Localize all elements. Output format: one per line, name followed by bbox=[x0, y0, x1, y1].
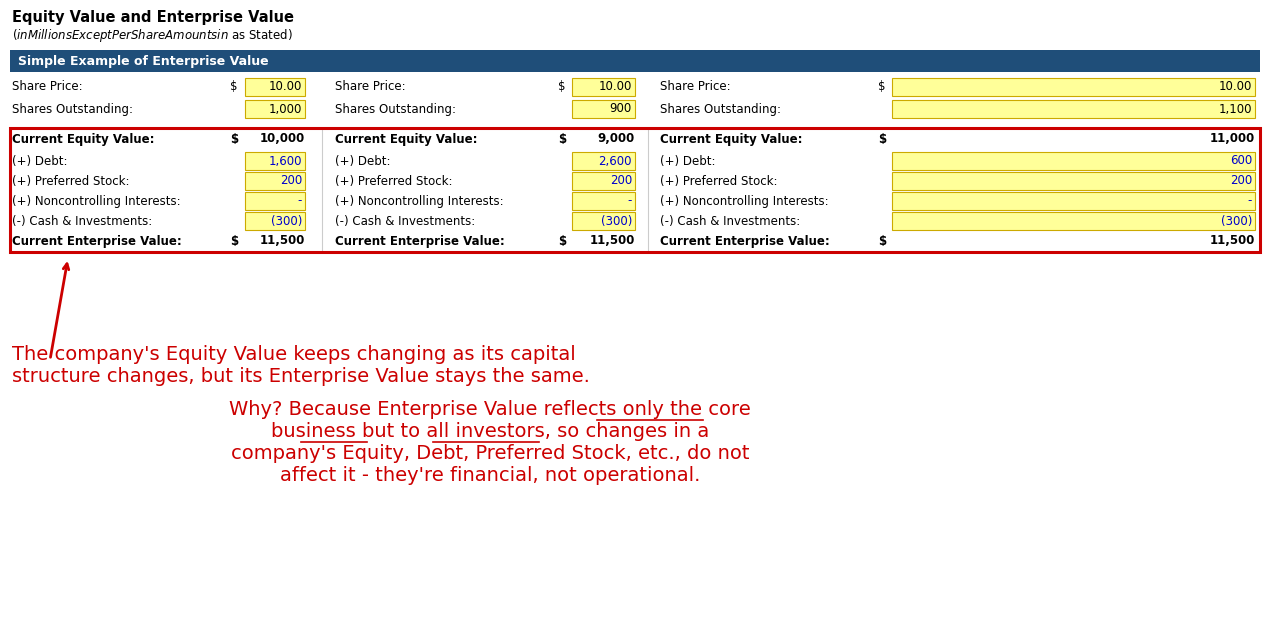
Text: 2,600: 2,600 bbox=[598, 155, 632, 168]
Bar bbox=[572, 78, 635, 96]
Text: 11,500: 11,500 bbox=[1209, 235, 1255, 247]
Text: (+) Preferred Stock:: (+) Preferred Stock: bbox=[11, 175, 130, 188]
Text: structure changes, but its Enterprise Value stays the same.: structure changes, but its Enterprise Va… bbox=[11, 367, 589, 386]
Text: Shares Outstanding:: Shares Outstanding: bbox=[335, 103, 456, 116]
Bar bbox=[892, 172, 1255, 190]
Bar bbox=[245, 78, 305, 96]
Text: -: - bbox=[297, 195, 302, 207]
Text: 10.00: 10.00 bbox=[269, 81, 302, 93]
Text: (+) Debt:: (+) Debt: bbox=[335, 155, 390, 168]
Text: (300): (300) bbox=[601, 215, 632, 227]
Bar bbox=[892, 100, 1255, 118]
Text: Current Equity Value:: Current Equity Value: bbox=[335, 133, 478, 145]
Text: The company's Equity Value keeps changing as its capital: The company's Equity Value keeps changin… bbox=[11, 345, 575, 364]
Text: (+) Debt:: (+) Debt: bbox=[11, 155, 67, 168]
Text: 11,500: 11,500 bbox=[589, 235, 635, 247]
Text: Current Enterprise Value:: Current Enterprise Value: bbox=[335, 235, 504, 247]
Text: (-) Cash & Investments:: (-) Cash & Investments: bbox=[660, 215, 800, 227]
Bar bbox=[10, 128, 1260, 252]
Bar bbox=[892, 212, 1255, 230]
Text: -: - bbox=[627, 195, 632, 207]
Bar bbox=[892, 78, 1255, 96]
Text: 1,600: 1,600 bbox=[268, 155, 302, 168]
Bar bbox=[572, 152, 635, 170]
Bar bbox=[245, 212, 305, 230]
Text: Simple Example of Enterprise Value: Simple Example of Enterprise Value bbox=[18, 54, 269, 68]
Text: (300): (300) bbox=[271, 215, 302, 227]
Text: $: $ bbox=[230, 235, 239, 247]
Text: ($ in Millions Except Per Share Amounts in $ as Stated): ($ in Millions Except Per Share Amounts … bbox=[11, 27, 292, 44]
Text: 600: 600 bbox=[1229, 155, 1252, 168]
Bar bbox=[892, 192, 1255, 210]
Text: $: $ bbox=[230, 133, 239, 145]
Bar bbox=[245, 100, 305, 118]
Text: $: $ bbox=[878, 235, 886, 247]
Text: (+) Debt:: (+) Debt: bbox=[660, 155, 715, 168]
Bar bbox=[245, 152, 305, 170]
Text: (+) Noncontrolling Interests:: (+) Noncontrolling Interests: bbox=[335, 195, 504, 207]
Text: affect it - they're financial, not operational.: affect it - they're financial, not opera… bbox=[279, 466, 700, 485]
Text: Shares Outstanding:: Shares Outstanding: bbox=[11, 103, 133, 116]
Text: 11,000: 11,000 bbox=[1210, 133, 1255, 145]
Text: $: $ bbox=[558, 81, 565, 93]
Text: (+) Noncontrolling Interests:: (+) Noncontrolling Interests: bbox=[660, 195, 828, 207]
Text: Current Equity Value:: Current Equity Value: bbox=[11, 133, 155, 145]
Bar bbox=[10, 50, 1260, 72]
Text: business but to all investors, so changes in a: business but to all investors, so change… bbox=[271, 422, 709, 441]
Text: Share Price:: Share Price: bbox=[335, 81, 405, 93]
Text: 10.00: 10.00 bbox=[598, 81, 632, 93]
Text: Share Price:: Share Price: bbox=[660, 81, 730, 93]
Text: $: $ bbox=[878, 81, 885, 93]
Bar bbox=[892, 152, 1255, 170]
Text: Current Enterprise Value:: Current Enterprise Value: bbox=[660, 235, 829, 247]
Text: 900: 900 bbox=[610, 103, 632, 116]
Text: Current Enterprise Value:: Current Enterprise Value: bbox=[11, 235, 182, 247]
Text: $: $ bbox=[230, 81, 237, 93]
Text: (+) Preferred Stock:: (+) Preferred Stock: bbox=[335, 175, 452, 188]
Bar bbox=[245, 172, 305, 190]
Bar bbox=[572, 100, 635, 118]
Text: 200: 200 bbox=[1229, 175, 1252, 188]
Text: (-) Cash & Investments:: (-) Cash & Investments: bbox=[11, 215, 152, 227]
Text: 10.00: 10.00 bbox=[1219, 81, 1252, 93]
Text: Current Equity Value:: Current Equity Value: bbox=[660, 133, 803, 145]
Text: $: $ bbox=[558, 235, 566, 247]
Text: 1,000: 1,000 bbox=[269, 103, 302, 116]
Bar bbox=[572, 212, 635, 230]
Text: (300): (300) bbox=[1220, 215, 1252, 227]
Text: 200: 200 bbox=[610, 175, 632, 188]
Text: 200: 200 bbox=[279, 175, 302, 188]
Text: 9,000: 9,000 bbox=[598, 133, 635, 145]
Text: Equity Value and Enterprise Value: Equity Value and Enterprise Value bbox=[11, 10, 293, 25]
Text: -: - bbox=[1247, 195, 1252, 207]
Text: $: $ bbox=[558, 133, 566, 145]
Text: 1,100: 1,100 bbox=[1218, 103, 1252, 116]
Text: $: $ bbox=[878, 133, 886, 145]
Text: (+) Noncontrolling Interests:: (+) Noncontrolling Interests: bbox=[11, 195, 180, 207]
Bar bbox=[572, 192, 635, 210]
Text: Share Price:: Share Price: bbox=[11, 81, 83, 93]
Text: Shares Outstanding:: Shares Outstanding: bbox=[660, 103, 781, 116]
Text: 11,500: 11,500 bbox=[259, 235, 305, 247]
Text: 10,000: 10,000 bbox=[260, 133, 305, 145]
Text: company's Equity, Debt, Preferred Stock, etc., do not: company's Equity, Debt, Preferred Stock,… bbox=[231, 444, 749, 463]
Text: (-) Cash & Investments:: (-) Cash & Investments: bbox=[335, 215, 475, 227]
Bar bbox=[245, 192, 305, 210]
Text: Why? Because Enterprise Value reflects only the core: Why? Because Enterprise Value reflects o… bbox=[229, 400, 751, 419]
Bar bbox=[572, 172, 635, 190]
Text: (+) Preferred Stock:: (+) Preferred Stock: bbox=[660, 175, 777, 188]
